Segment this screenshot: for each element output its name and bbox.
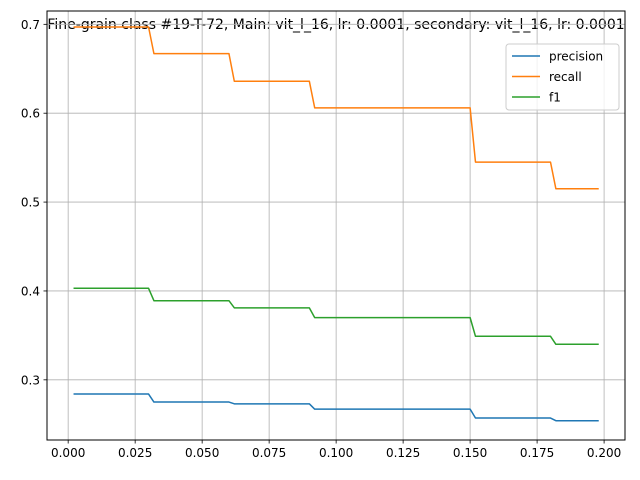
- y-tick-label: 0.6: [21, 107, 40, 121]
- x-tick-label: 0.050: [185, 446, 219, 460]
- x-tick-label: 0.175: [520, 446, 554, 460]
- x-tick-label: 0.150: [453, 446, 487, 460]
- x-tick-label: 0.200: [587, 446, 621, 460]
- series-lines: [73, 26, 599, 422]
- legend-label-f1: f1: [549, 91, 561, 105]
- series-line-f1: [73, 287, 599, 346]
- x-tick-label: 0.000: [51, 446, 85, 460]
- x-tick-label: 0.125: [386, 446, 420, 460]
- y-tick-label: 0.7: [21, 18, 40, 32]
- legend-box: [505, 43, 620, 111]
- legend: precision recall f1: [505, 43, 620, 111]
- x-tick-label: 0.025: [118, 446, 152, 460]
- series-line-recall: [73, 26, 599, 190]
- x-tick-label: 0.100: [319, 446, 353, 460]
- series-line-precision: [73, 393, 599, 422]
- y-tick-label: 0.3: [21, 373, 40, 387]
- legend-label-recall: recall: [549, 70, 582, 84]
- x-tick-label: 0.075: [252, 446, 286, 460]
- grid: [47, 11, 625, 440]
- y-tick-label: 0.5: [21, 196, 40, 210]
- axis-ticks: 0.000 0.025 0.050 0.075 0.100 0.125 0.150 0.175…: [21, 18, 621, 460]
- y-tick-label: 0.4: [21, 284, 40, 298]
- legend-label-precision: precision: [549, 50, 603, 64]
